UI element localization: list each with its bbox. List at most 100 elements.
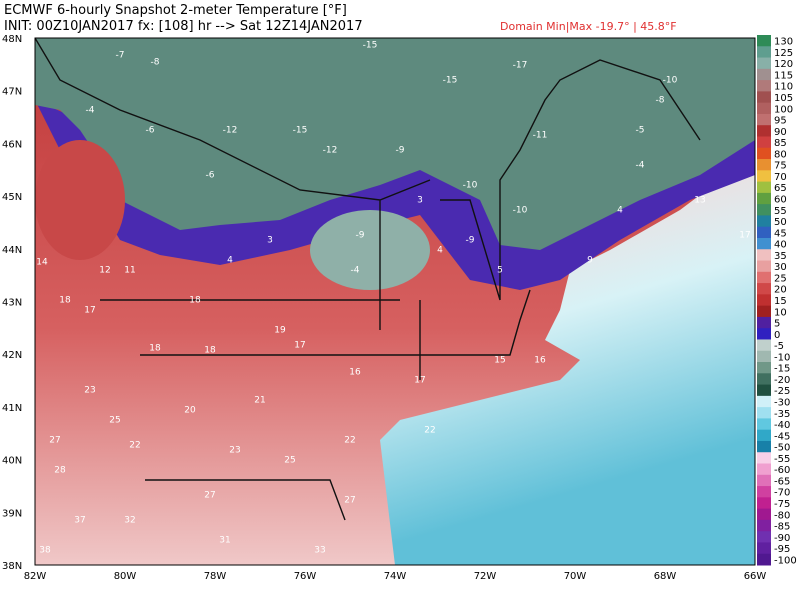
colorbar-label: 105 xyxy=(774,93,793,104)
station-value: 31 xyxy=(219,536,230,546)
station-value: 18 xyxy=(149,344,161,354)
station-value: -12 xyxy=(323,146,338,156)
colorbar-swatch xyxy=(757,463,771,476)
colorbar-label: 60 xyxy=(774,195,787,206)
colorbar-label: 95 xyxy=(774,116,787,127)
longitude-label: 82W xyxy=(24,571,47,582)
colorbar-label: 70 xyxy=(774,172,787,183)
colorbar-label: -20 xyxy=(774,375,790,386)
latitude-label: 48N xyxy=(2,34,22,45)
station-value: 27 xyxy=(49,436,60,446)
station-value: -4 xyxy=(86,106,95,116)
station-value: 4 xyxy=(227,256,233,266)
station-value: 21 xyxy=(254,396,265,406)
colorbar-label: -70 xyxy=(774,488,790,499)
station-value: 5 xyxy=(497,266,503,276)
colorbar-label: 65 xyxy=(774,183,787,194)
colorbar-swatch xyxy=(757,113,771,126)
station-value: -4 xyxy=(636,161,645,171)
latitude-label: 40N xyxy=(2,456,22,467)
colorbar-label: 45 xyxy=(774,228,787,239)
colorbar-swatch xyxy=(757,508,771,521)
colorbar-swatch xyxy=(757,384,771,397)
colorbar-label: -75 xyxy=(774,499,790,510)
station-value: 23 xyxy=(229,446,240,456)
lake-warm-region xyxy=(35,140,125,260)
colorbar-label: -5 xyxy=(774,341,784,352)
station-value: 16 xyxy=(534,356,546,366)
colorbar-swatch xyxy=(757,159,771,171)
colorbar-label: 90 xyxy=(774,127,787,138)
colorbar-swatch xyxy=(757,429,771,442)
colorbar-label: -60 xyxy=(774,465,790,476)
station-value: -8 xyxy=(656,96,665,106)
colorbar-label: 40 xyxy=(774,240,787,251)
station-value: -6 xyxy=(146,126,155,136)
title: ECMWF 6-hourly Snapshot 2-meter Temperat… xyxy=(4,3,347,18)
longitude-label: 80W xyxy=(114,571,137,582)
station-value: -9 xyxy=(396,146,405,156)
cold-band xyxy=(35,100,755,290)
colorbar-label: 15 xyxy=(774,296,787,307)
station-value: 3 xyxy=(267,236,273,246)
colorbar-label: -55 xyxy=(774,454,790,465)
longitude-label: 70W xyxy=(564,571,587,582)
station-value: 17 xyxy=(739,231,750,241)
colorbar-swatch xyxy=(757,373,771,386)
map-frame xyxy=(34,37,756,566)
latitude-label: 44N xyxy=(2,245,22,256)
colorbar-label: -15 xyxy=(774,364,790,375)
colorbar-label: -100 xyxy=(774,555,797,566)
latitude-label: 38N xyxy=(2,561,22,572)
colorbar-swatch xyxy=(757,181,771,194)
station-value: -7 xyxy=(116,51,125,61)
colorbar-label: 85 xyxy=(774,138,787,149)
station-value: 23 xyxy=(84,386,95,396)
colorbar-swatch xyxy=(757,418,771,431)
latitude-label: 45N xyxy=(2,192,22,203)
longitude-label: 74W xyxy=(384,571,407,582)
station-value: 4 xyxy=(437,246,443,256)
colorbar-swatch xyxy=(757,237,771,250)
colorbar-swatch xyxy=(757,362,771,374)
station-value: 14 xyxy=(36,258,48,268)
colorbar-swatch xyxy=(757,305,771,318)
station-value: 3 xyxy=(417,196,423,206)
station-value: 18 xyxy=(189,296,201,306)
station-value: 37 xyxy=(74,516,85,526)
station-value: 4 xyxy=(617,206,623,216)
station-value: -9 xyxy=(356,231,365,241)
colorbar-label: -90 xyxy=(774,533,790,544)
borders xyxy=(35,38,701,521)
colorbar-label: -85 xyxy=(774,522,790,533)
station-value: 13 xyxy=(694,196,705,206)
latitude-label: 42N xyxy=(2,350,22,361)
station-value: 15 xyxy=(494,356,505,366)
colorbar-label: 100 xyxy=(774,104,793,115)
colorbar-label: -45 xyxy=(774,431,790,442)
colorbar-swatch xyxy=(757,407,771,419)
station-value: 20 xyxy=(184,406,196,416)
colorbar-label: 110 xyxy=(774,82,793,93)
station-value: 17 xyxy=(294,341,305,351)
latitude-label: 47N xyxy=(2,87,22,98)
station-value: 25 xyxy=(109,416,120,426)
latitude-label: 41N xyxy=(2,403,22,414)
colorbar-swatch xyxy=(757,497,771,510)
longitude-label: 66W xyxy=(744,571,767,582)
colorbar-label: 130 xyxy=(774,37,793,48)
station-value: 27 xyxy=(344,496,355,506)
station-value: -9 xyxy=(466,236,475,246)
colorbar-label: 10 xyxy=(774,307,787,318)
station-value: 17 xyxy=(414,376,425,386)
colorbar-swatch xyxy=(757,147,771,160)
colorbar-swatch xyxy=(757,271,771,284)
colorbar-swatch xyxy=(757,519,771,532)
colorbar-swatch xyxy=(757,395,771,408)
colorbar-swatch xyxy=(757,283,771,295)
colorbar-label: -50 xyxy=(774,443,790,454)
station-value: 38 xyxy=(39,546,51,556)
colorbar-swatch xyxy=(757,136,771,149)
colorbar-label: 80 xyxy=(774,149,787,160)
